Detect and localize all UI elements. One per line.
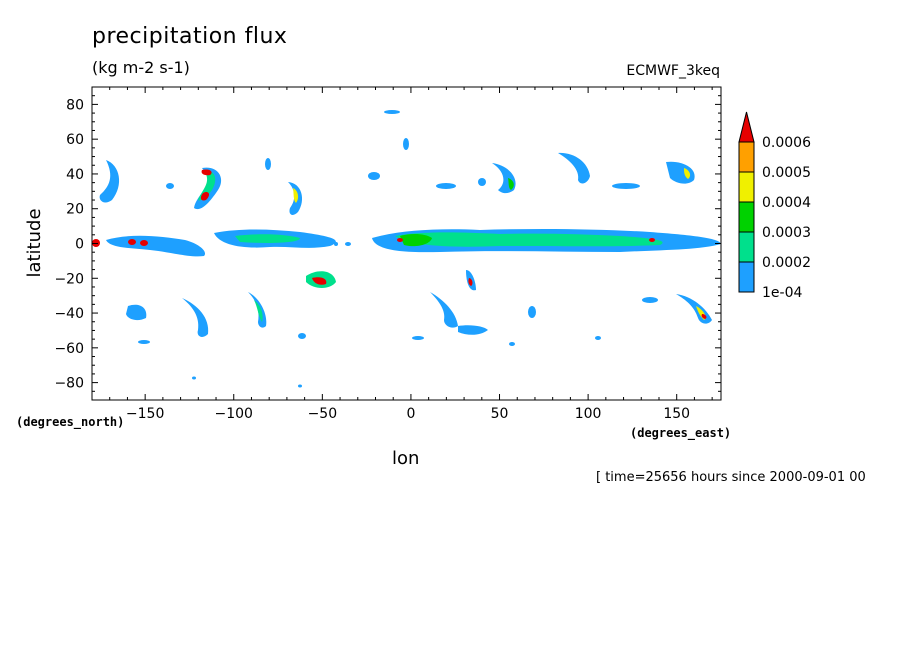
itcz-band-east-core: [400, 233, 432, 247]
x-tick-label: 0: [406, 406, 415, 422]
equator-hotspot: [397, 238, 403, 242]
storm-south-pacific-central-core: [254, 300, 263, 322]
patch: [412, 336, 424, 340]
storm-n-atlantic-west-core: [293, 188, 299, 203]
patch: [612, 183, 640, 189]
colorbar-box: [738, 141, 755, 173]
storm-ne-pacific-core: [200, 191, 210, 201]
storm-ne-pacific-upper-core: [201, 169, 212, 176]
itcz-band-east-green: [395, 232, 663, 247]
storm-ne-pacific-east-core: [684, 168, 691, 179]
x-tick-label: −150: [126, 406, 164, 422]
x-tick-label: −100: [215, 406, 253, 422]
storm-ne-pacific-green: [198, 170, 216, 201]
x-tick-label: −50: [308, 406, 338, 422]
storm-s-atlantic-core: [312, 277, 327, 285]
y-tick-label: 20: [66, 202, 84, 218]
colorbar-label: 0.0004: [762, 195, 811, 211]
patch: [478, 178, 486, 186]
patch: [265, 158, 271, 170]
patch: [334, 242, 338, 246]
storm-south-indian-east: [458, 325, 488, 335]
colorbar-label: 0.0002: [762, 255, 811, 271]
longitude-unit-label: (degrees_east): [630, 426, 732, 440]
colorbar: 1e-04 0.0002 0.0003 0.0004 0.0005 0.0006: [738, 111, 811, 301]
y-axis: 80 60 40 20 0 −20 −40 −60 −80: [54, 86, 721, 401]
time-stamp: [ time=25656 hours since 2000-09-01 00: [596, 470, 866, 485]
latitude-unit-label: (degrees_north): [16, 415, 125, 429]
chart-units: (kg m-2 s-1): [92, 58, 190, 77]
colorbar-box: [738, 171, 755, 203]
patch: [368, 172, 380, 180]
storm-south-west-pacific: [126, 304, 147, 321]
colorbar-label: 1e-04: [762, 285, 802, 301]
patch: [298, 333, 306, 339]
colorbar-box: [738, 201, 755, 233]
colorbar-label: 0.0003: [762, 225, 811, 241]
storm-south-pacific-east-red: [701, 314, 707, 319]
x-axis-label: lon: [392, 448, 420, 469]
equator-hotspot: [649, 238, 655, 242]
y-tick-label: −60: [54, 341, 84, 357]
storm-south-indian: [430, 292, 458, 328]
storm-nw-asia: [558, 152, 590, 184]
patch: [138, 340, 150, 344]
patch: [384, 110, 400, 114]
x-tick-label: 100: [575, 406, 602, 422]
y-tick-label: −40: [54, 306, 84, 322]
colorbar-label: 0.0005: [762, 165, 811, 181]
itcz-band-west-green: [235, 234, 300, 243]
equator-hotspot: [128, 239, 136, 245]
colorbar-box: [738, 231, 755, 263]
precip-field: [92, 110, 721, 388]
storm-n-europe-core: [508, 178, 514, 190]
y-tick-label: 0: [75, 237, 84, 253]
patch: [528, 306, 536, 318]
colorbar-arrow: [738, 111, 755, 143]
patch: [509, 342, 515, 346]
patch: [166, 183, 174, 189]
x-axis: −150 −100 −50 0 50 100 150: [91, 87, 713, 422]
storm-south-atlantic-small-core: [468, 278, 473, 286]
storm-nw-pacific: [99, 160, 120, 203]
patch: [403, 138, 409, 150]
patch: [192, 376, 196, 380]
y-tick-label: 60: [66, 132, 84, 148]
patch: [298, 384, 302, 388]
patch: [345, 242, 351, 246]
y-tick-label: 80: [66, 97, 84, 113]
dataset-label: ECMWF_3keq: [626, 63, 720, 79]
y-tick-label: 40: [66, 167, 84, 183]
equator-hotspot: [140, 240, 148, 246]
y-tick-label: −80: [54, 376, 84, 392]
x-tick-label: 50: [491, 406, 509, 422]
colorbar-label: 0.0006: [762, 135, 811, 151]
patch: [436, 183, 456, 189]
y-axis-label: latitude: [24, 208, 45, 277]
chart-title: precipitation flux: [92, 24, 288, 49]
patch: [595, 336, 601, 340]
y-tick-label: −20: [54, 271, 84, 287]
patch: [642, 297, 658, 303]
x-tick-label: 150: [663, 406, 690, 422]
storm-south-pacific-west: [182, 298, 209, 337]
colorbar-box: [738, 261, 755, 293]
